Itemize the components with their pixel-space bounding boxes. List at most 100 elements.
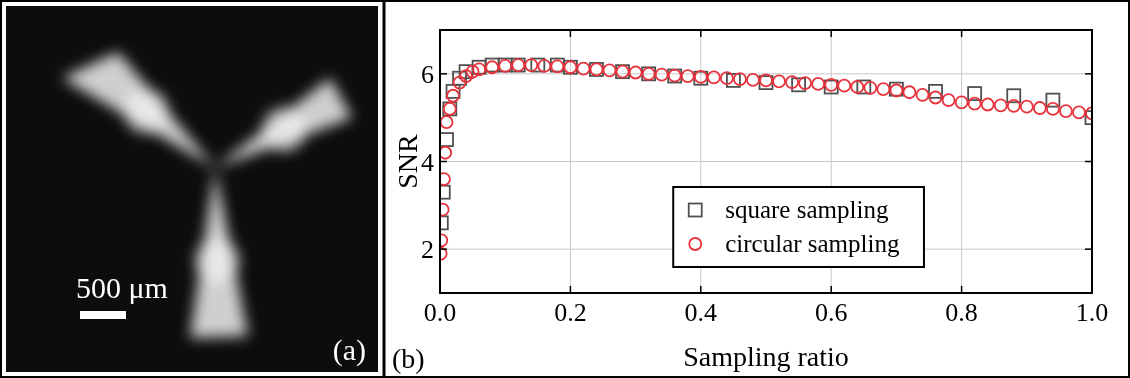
point	[890, 84, 902, 96]
tick-x	[570, 286, 572, 293]
point	[734, 73, 746, 85]
panel-a: 500 μm(a)	[6, 6, 378, 372]
point	[443, 102, 456, 115]
point	[630, 67, 642, 79]
point	[969, 98, 981, 110]
point	[512, 59, 524, 71]
tick-x	[700, 286, 702, 293]
tick-x	[830, 286, 832, 293]
point	[642, 67, 655, 80]
point	[721, 72, 733, 84]
point	[590, 63, 602, 75]
tick-label-y: 6	[421, 60, 434, 89]
tick-label-x: 0.2	[554, 298, 587, 327]
scale-bar	[80, 311, 126, 319]
tick-x	[439, 30, 441, 37]
blade-highlight	[124, 89, 168, 133]
point	[440, 173, 450, 185]
plot-frame	[440, 30, 1092, 293]
point	[564, 61, 577, 74]
point	[812, 78, 824, 90]
panel-label: (b)	[392, 343, 425, 374]
point	[890, 83, 903, 96]
tick-x	[1091, 286, 1093, 293]
point	[447, 90, 459, 102]
point	[694, 72, 707, 85]
point	[590, 63, 603, 76]
marks	[440, 59, 1092, 260]
point	[1021, 101, 1033, 113]
point	[773, 75, 785, 87]
outer-frame	[1, 1, 1129, 377]
point	[695, 71, 707, 83]
point	[930, 92, 942, 104]
point	[454, 77, 466, 89]
legend-marker	[689, 238, 701, 250]
point	[538, 60, 550, 72]
legend-label: circular sampling	[725, 230, 900, 257]
grid-line-y	[440, 161, 1092, 162]
point	[668, 70, 681, 83]
series	[440, 59, 1092, 230]
point	[982, 99, 994, 111]
tick-y	[1085, 161, 1092, 163]
blade	[62, 52, 215, 168]
point	[617, 66, 629, 78]
point	[864, 82, 876, 94]
tick-y	[440, 73, 447, 75]
point	[956, 96, 968, 108]
tick-label-x: 0.6	[815, 298, 848, 327]
point	[1008, 100, 1020, 112]
tick-label-x: 0.8	[945, 298, 978, 327]
point	[851, 81, 863, 93]
point	[444, 103, 456, 115]
point	[440, 186, 450, 199]
point	[551, 59, 564, 72]
tick-x	[830, 30, 832, 37]
figure: 500 μm(a)0.00.20.40.60.81.0246SNRSamplin…	[0, 0, 1130, 378]
scale-bar-label: 500 μm	[76, 271, 168, 304]
point	[786, 76, 798, 88]
blade	[190, 168, 248, 338]
tick-x	[1091, 30, 1093, 37]
tick-y	[440, 161, 447, 163]
point	[499, 60, 511, 72]
tick-label-x: 1.0	[1076, 298, 1109, 327]
tick-x	[700, 30, 702, 37]
point	[682, 70, 694, 82]
point	[708, 71, 720, 83]
point	[747, 74, 759, 86]
blade-highlight	[262, 108, 306, 152]
point	[995, 99, 1007, 111]
point	[616, 65, 629, 78]
point	[551, 60, 563, 72]
tick-y	[1085, 73, 1092, 75]
point	[564, 61, 576, 73]
tick-x	[570, 30, 572, 37]
tick-x	[439, 286, 441, 293]
legend-marker	[689, 204, 702, 217]
legend: square sampling circular sampling	[673, 187, 924, 267]
image-background	[6, 6, 378, 372]
axis-title-y: SNR	[392, 134, 423, 189]
point	[656, 69, 668, 81]
legend-box	[673, 187, 924, 267]
panel-b: 0.00.20.40.60.81.0246SNRSampling ratio(b…	[392, 30, 1108, 374]
point	[441, 116, 453, 128]
point	[1047, 103, 1059, 115]
point	[440, 234, 447, 246]
point	[440, 147, 451, 159]
point	[916, 89, 928, 101]
panel-divider	[383, 1, 386, 377]
point	[669, 70, 681, 82]
point	[1073, 106, 1085, 118]
axis-title-x: Sampling ratio	[683, 341, 849, 372]
point	[577, 63, 589, 75]
series	[440, 59, 1092, 259]
tick-y	[1085, 248, 1092, 250]
point	[825, 79, 837, 91]
point	[440, 204, 449, 216]
point	[877, 83, 889, 95]
tick-y	[440, 248, 447, 250]
legend-label: square sampling	[725, 196, 889, 223]
